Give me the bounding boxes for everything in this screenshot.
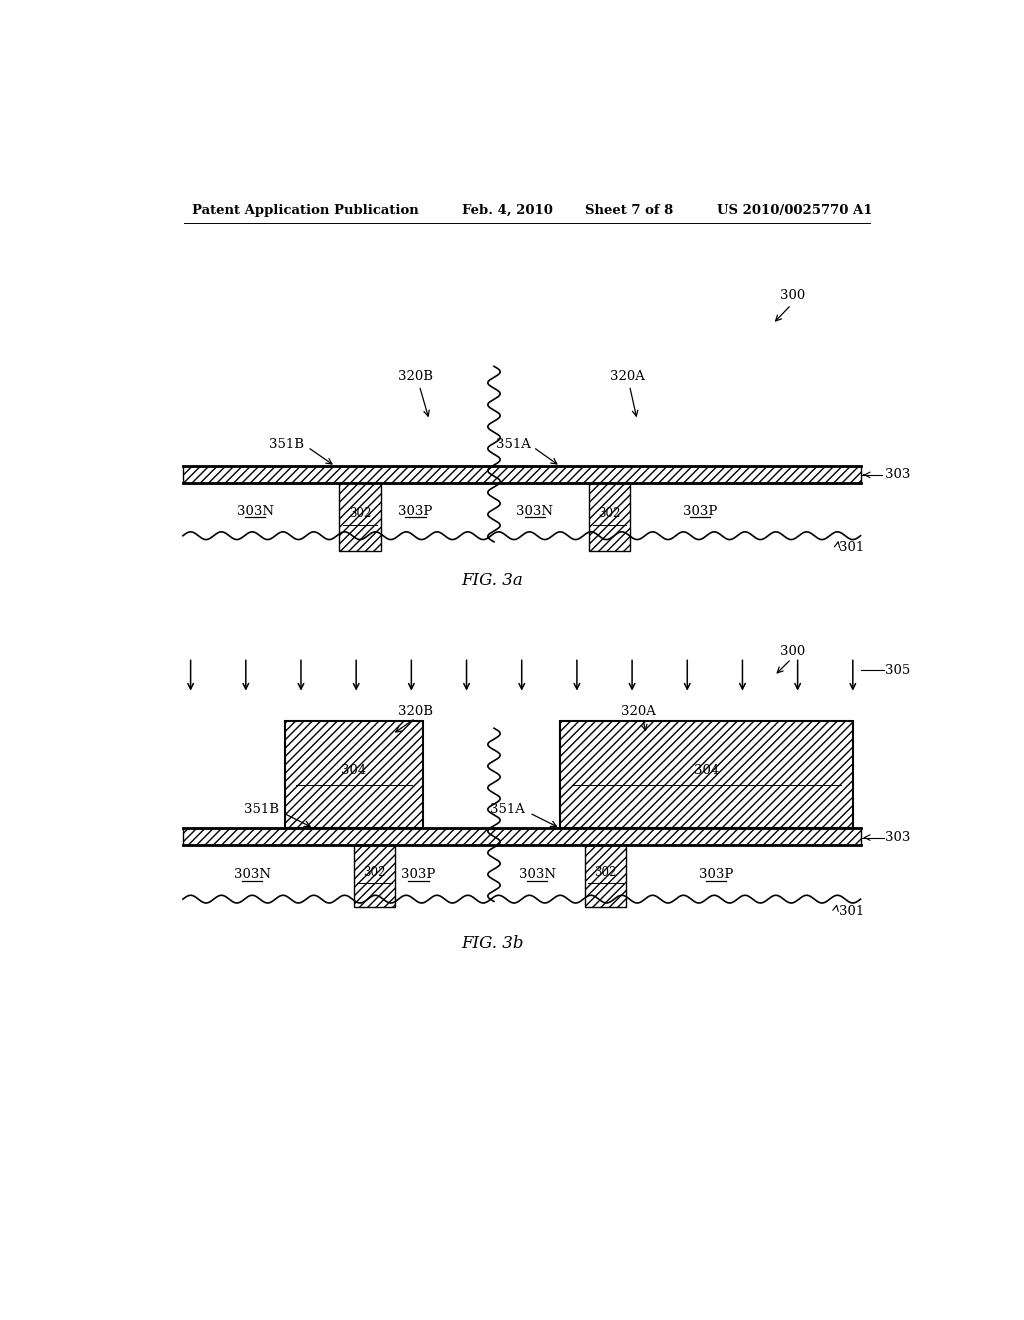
Bar [589,483,631,552]
Bar [183,466,860,483]
Text: 303N: 303N [237,504,273,517]
Text: 320A: 320A [609,370,645,383]
Text: FIG. 3a: FIG. 3a [462,572,523,589]
Text: Feb. 4, 2010: Feb. 4, 2010 [462,205,553,218]
Text: 351A: 351A [490,803,525,816]
Bar [585,845,627,907]
Text: 303P: 303P [683,504,718,517]
Bar [339,483,381,552]
Text: 302: 302 [364,866,386,879]
Text: 302: 302 [595,866,616,879]
Text: 300: 300 [780,644,806,657]
Text: 303N: 303N [516,504,553,517]
Text: 302: 302 [349,507,372,520]
Bar [560,721,853,829]
Bar [354,845,395,907]
Text: Patent Application Publication: Patent Application Publication [193,205,419,218]
Text: 351A: 351A [496,438,530,451]
Text: 303: 303 [885,832,910,843]
Text: 303N: 303N [233,869,270,880]
Text: 304: 304 [341,764,367,777]
Text: 351B: 351B [244,803,279,816]
Text: 320B: 320B [398,370,433,383]
Text: 303P: 303P [401,869,436,880]
Text: Sheet 7 of 8: Sheet 7 of 8 [585,205,673,218]
Text: 303: 303 [885,467,910,480]
Text: 351B: 351B [269,438,304,451]
Text: 320A: 320A [622,705,656,718]
Bar [183,829,860,845]
Text: 301: 301 [839,541,864,554]
Text: 303P: 303P [698,869,733,880]
Text: 301: 301 [839,906,864,917]
Bar [285,721,423,829]
Text: 305: 305 [885,664,910,677]
Text: FIG. 3b: FIG. 3b [461,936,523,952]
Text: 302: 302 [598,507,621,520]
Text: US 2010/0025770 A1: US 2010/0025770 A1 [717,205,872,218]
Text: 320B: 320B [398,705,433,718]
Text: 303N: 303N [518,869,556,880]
Text: 303P: 303P [398,504,433,517]
Text: 300: 300 [780,289,806,302]
Text: 304: 304 [694,764,719,777]
